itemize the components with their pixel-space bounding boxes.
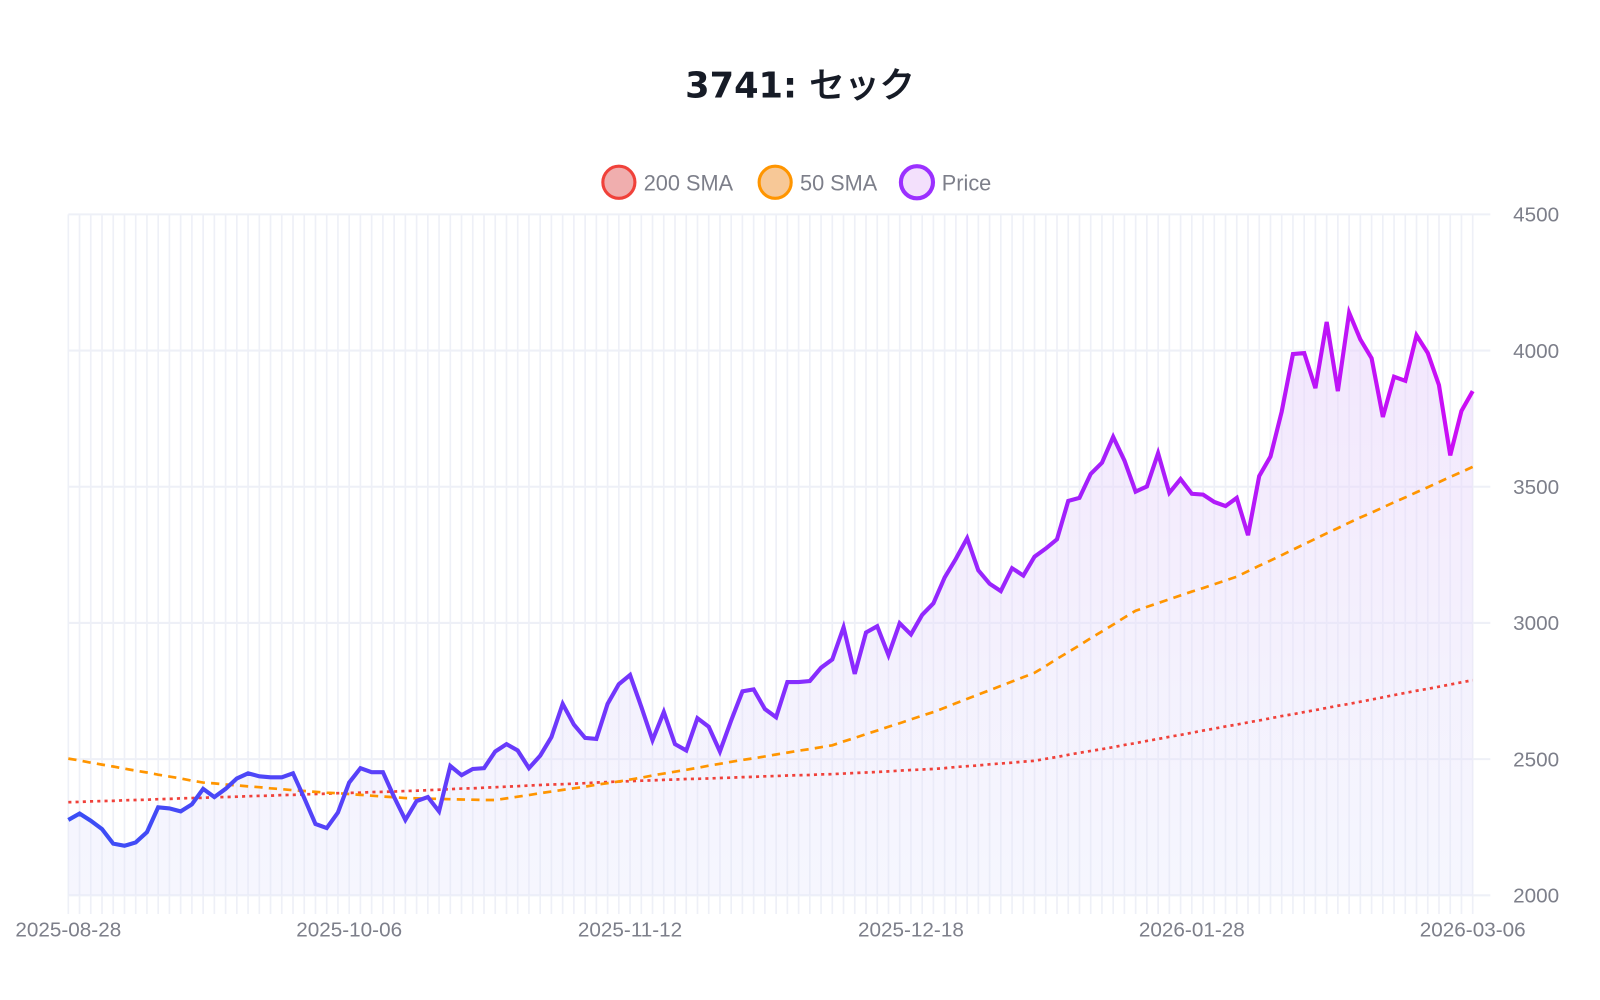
x-axis: 2025-08-28 2025-10-06 2025-11-12 2025-12-18…	[15, 919, 1525, 942]
legend-label: 200 SMA	[644, 171, 734, 196]
legend-marker-2	[898, 164, 936, 201]
x-tick-label: 2025-10-06	[296, 919, 402, 942]
y-tick-label: 2500	[1513, 748, 1559, 771]
legend-marker-0	[601, 164, 637, 200]
price-line	[67, 304, 1475, 848]
legend-marker-1	[757, 164, 793, 200]
y-axis: 2000 2500 3000 3500 4000 4500	[1513, 204, 1559, 908]
y-tick-label: 2000	[1513, 885, 1559, 908]
y-tick-label: 4500	[1513, 204, 1559, 227]
chart-title: 3741: セック	[685, 65, 915, 106]
y-tick-label: 3000	[1513, 612, 1559, 635]
x-tick-label: 2025-12-18	[858, 919, 964, 942]
plot-area	[67, 304, 1475, 896]
x-tick-label: 2025-11-12	[578, 919, 682, 942]
legend-label: Price	[942, 171, 991, 196]
legend: 200 SMA 50 SMA Price	[601, 164, 991, 201]
legend-label: 50 SMA	[800, 171, 878, 196]
x-tick-label: 2025-08-28	[15, 919, 121, 942]
y-tick-label: 4000	[1513, 340, 1559, 363]
x-tick-label: 2026-03-06	[1420, 919, 1526, 942]
x-tick-label: 2026-01-28	[1139, 919, 1245, 942]
price-area-fill	[68, 312, 1473, 896]
y-tick-label: 3500	[1513, 476, 1559, 499]
